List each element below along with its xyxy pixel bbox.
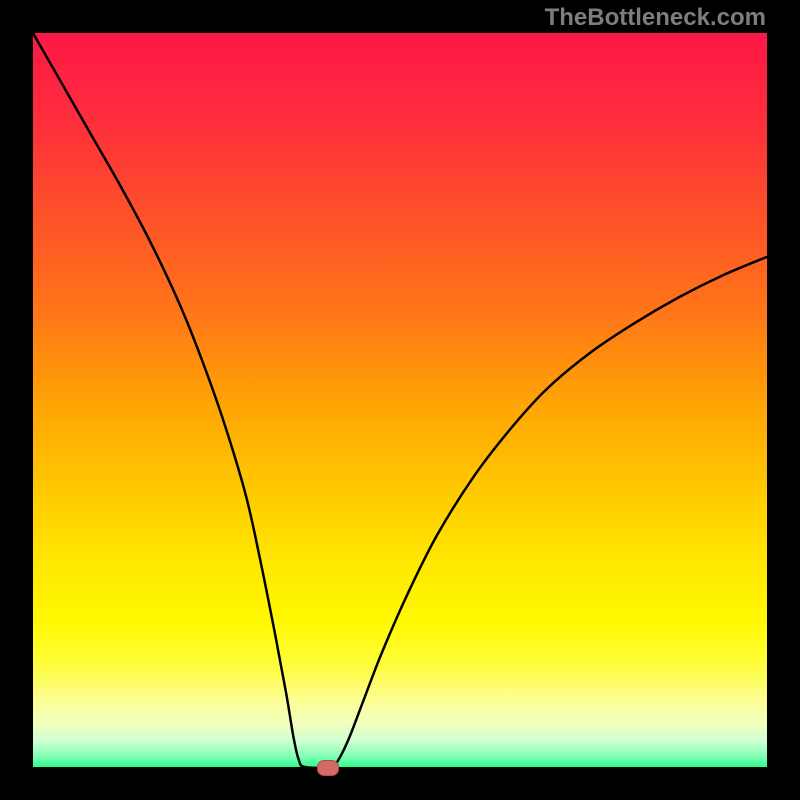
bottleneck-curve: [0, 0, 800, 800]
chart-container: TheBottleneck.com: [0, 0, 800, 800]
optimal-point-marker: [317, 760, 339, 776]
watermark-text: TheBottleneck.com: [545, 4, 766, 32]
